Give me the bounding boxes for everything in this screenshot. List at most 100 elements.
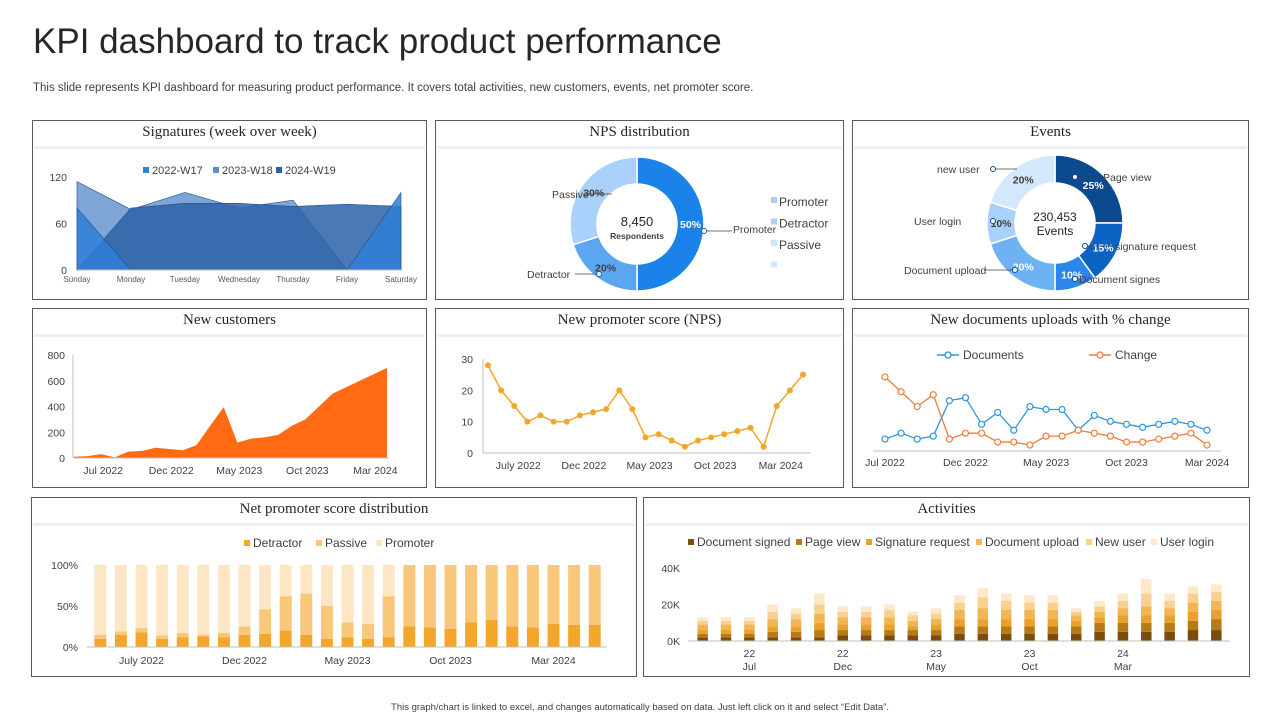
nps-score-distribution-panel: Net promoter score distribution 0% 50% 100… xyxy=(31,497,637,677)
series-documents-point-5 xyxy=(961,394,970,402)
bar-new-user-21 xyxy=(1187,593,1199,603)
bar-document-signed-10 xyxy=(930,635,942,641)
bar-document-upload-4 xyxy=(790,619,802,627)
legend-2022-w17-label: 2022-W17 xyxy=(152,165,203,177)
series-documents-point-1 xyxy=(897,429,905,437)
y-tick-20k: 20K xyxy=(661,600,680,612)
legend-detractor-label: Detractor xyxy=(253,536,302,550)
bar-signature-request-5 xyxy=(814,622,825,631)
bar-signature-request-19 xyxy=(1141,615,1152,623)
bar-user-login-6 xyxy=(837,606,849,612)
nps-point-18 xyxy=(721,431,728,438)
signatures-chart[interactable]: 0 60 120 Sunday Monday Tuesday Wednesday Thursd… xyxy=(33,121,428,301)
new-customers-title: New customers xyxy=(183,312,276,328)
bar-new-user-14 xyxy=(1024,602,1035,610)
bar-document-signed-9 xyxy=(907,635,919,641)
x-tick-mar-2024: Mar 2024 xyxy=(1185,457,1230,469)
x-tick-may-2023: May 2023 xyxy=(1023,457,1069,469)
bar-signature-request-22 xyxy=(1211,609,1222,620)
bar-user-login-8 xyxy=(884,604,895,610)
bar-document-signed-19 xyxy=(1141,631,1152,641)
slice-promoter xyxy=(636,156,705,292)
y-tick-0: 0 xyxy=(59,453,65,465)
bar-passive-6 xyxy=(217,633,230,638)
new-customers-chart[interactable]: 0 200 400 600 800 Jul 2022 Dec 2022 May 2023 Oct… xyxy=(33,309,428,489)
bar-signature-request-6 xyxy=(837,624,849,631)
bar-document-signed-7 xyxy=(860,635,872,641)
callout-page-view-label: Page view xyxy=(1103,172,1152,184)
bar-detractor-15 xyxy=(403,626,416,647)
bar-document-signed-17 xyxy=(1094,631,1105,641)
bar-passive-21 xyxy=(526,565,539,628)
bar-signature-request-3 xyxy=(767,626,778,632)
nps-point-10 xyxy=(616,387,623,394)
legend-user-login-label: User login xyxy=(1160,535,1214,549)
bar-user-login-0 xyxy=(697,617,708,621)
slice-new-user-label: 20% xyxy=(1013,174,1035,186)
legend-page-view-swatch xyxy=(796,539,802,545)
bar-passive-16 xyxy=(423,565,436,628)
bar-passive-2 xyxy=(135,628,148,633)
bar-detractor-13 xyxy=(362,638,375,647)
page-subtitle: This slide represents KPI dashboard for … xyxy=(33,82,754,94)
bar-detractor-1 xyxy=(114,634,127,647)
nps-score-distribution-chart[interactable]: 0% 50% 100% July 2022 Dec 2022 May 2023 Oct 20… xyxy=(32,498,638,678)
legend-passive-swatch xyxy=(771,240,777,246)
y-tick-10: 10 xyxy=(461,417,473,429)
bar-user-login-21 xyxy=(1187,586,1199,594)
series-documents-point-19 xyxy=(1187,420,1195,428)
x-tick-dec-2022: Dec 2022 xyxy=(222,655,267,667)
series-change-point-19 xyxy=(1187,429,1195,437)
bar-new-user-10 xyxy=(930,613,942,620)
bar-promoter-8 xyxy=(259,565,272,610)
x-tick-saturday: Saturday xyxy=(385,275,417,284)
bar-user-login-16 xyxy=(1070,608,1082,612)
legend-promoter-swatch xyxy=(376,540,382,546)
bar-document-signed-16 xyxy=(1070,633,1082,641)
bar-page-view-22 xyxy=(1211,619,1222,631)
bar-user-login-10 xyxy=(930,608,942,614)
bar-new-user-6 xyxy=(837,611,849,618)
bar-document-upload-20 xyxy=(1164,608,1175,616)
activities-chart[interactable]: 0K 20K 40K 22 22 23 23 24 Jul Dec May Oct Mar Documen… xyxy=(644,498,1251,678)
slice-document-upload-label: 20% xyxy=(1013,262,1035,274)
x-tick-dec-2022: Dec 2022 xyxy=(943,457,988,469)
nps-score-chart[interactable]: 0 10 20 30 July 2022 Dec 2022 May 2023 Oct 2023… xyxy=(436,309,845,489)
series-change-point-10 xyxy=(1042,432,1050,440)
x-tick-month-may: May xyxy=(926,661,947,673)
bar-detractor-12 xyxy=(341,637,354,647)
legend-2024-w19-label: 2024-W19 xyxy=(285,165,336,177)
bar-page-view-2 xyxy=(744,633,755,638)
bar-detractor-21 xyxy=(526,627,539,647)
bar-user-login-5 xyxy=(814,593,825,605)
nps-point-16 xyxy=(695,437,701,444)
x-tick-may-2023: May 2023 xyxy=(216,465,262,477)
x-tick-july-2022: July 2022 xyxy=(496,460,541,472)
bar-page-view-0 xyxy=(697,633,708,638)
nps-point-20 xyxy=(747,424,754,431)
nps-point-7 xyxy=(576,412,583,419)
bar-promoter-14 xyxy=(382,565,395,597)
bar-signature-request-10 xyxy=(930,624,942,631)
bar-signature-request-18 xyxy=(1117,615,1129,623)
bar-new-user-13 xyxy=(1000,600,1012,610)
new-customers-panel: New customers 0 200 400 600 800 Jul 2022 Dec 2… xyxy=(32,308,427,488)
bar-passive-17 xyxy=(444,565,457,629)
bar-new-user-16 xyxy=(1070,611,1082,616)
activities-panel: Activities 0K 20K 40K 22 22 23 23 24 Jul Dec May Oc… xyxy=(643,497,1250,677)
series-documents-point-16 xyxy=(1139,423,1147,431)
bar-page-view-3 xyxy=(767,631,778,638)
bar-user-login-20 xyxy=(1164,593,1175,601)
y-tick-400: 400 xyxy=(47,402,65,414)
legend-user-login-swatch xyxy=(1151,539,1157,545)
legend-promoter-swatch xyxy=(771,197,777,203)
callout-detractor-label: Detractor xyxy=(527,269,571,281)
nps-point-0 xyxy=(485,362,491,369)
bar-signature-request-17 xyxy=(1094,617,1105,623)
legend-signature-request-swatch xyxy=(866,539,872,545)
bar-new-user-0 xyxy=(697,620,708,625)
bar-page-view-5 xyxy=(814,630,825,638)
documents-chart[interactable]: Documents Change Jul 2022 Dec 2022 May 2023 O… xyxy=(853,309,1250,489)
